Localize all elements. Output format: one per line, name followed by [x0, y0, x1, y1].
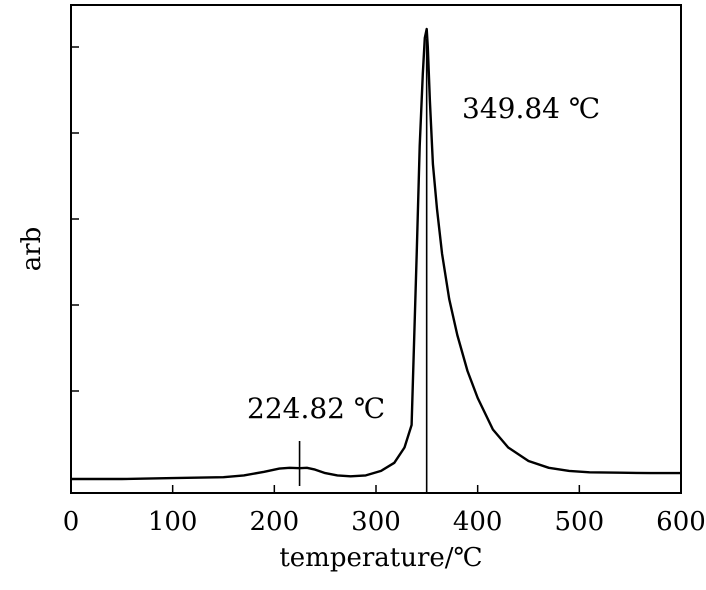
x-tick-label: 100 — [148, 507, 198, 537]
x-tick-label: 600 — [656, 507, 706, 537]
series-line — [71, 27, 681, 481]
x-tick-label: 300 — [351, 507, 401, 537]
x-tick-label: 400 — [453, 507, 503, 537]
x-tick-label: 500 — [555, 507, 605, 537]
x-tick-label: 200 — [250, 507, 300, 537]
x-ticks: 0 100 200 300 400 500 600 — [63, 485, 706, 537]
x-axis-label: temperature/℃ — [279, 543, 482, 573]
x-tick-label: 0 — [63, 507, 80, 537]
peak-annotation: 349.84 ℃ — [462, 92, 600, 125]
minor-peak-annotation: 224.82 ℃ — [247, 392, 385, 425]
y-axis-label: arb — [17, 227, 47, 272]
y-ticks — [71, 46, 79, 392]
